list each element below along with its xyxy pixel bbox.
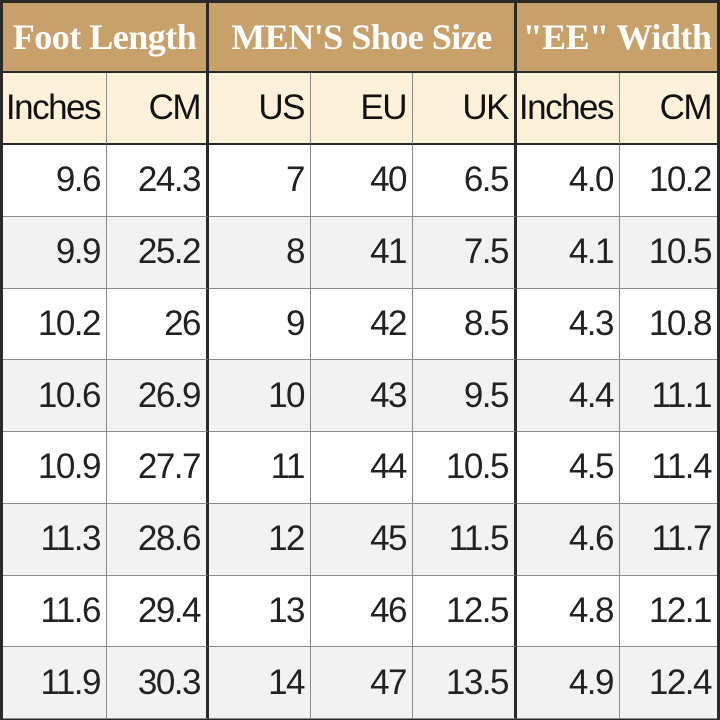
table-cell: 11.4: [620, 432, 717, 504]
table-cell: 26.9: [107, 360, 209, 432]
table-cell: 28.6: [107, 503, 209, 576]
table-cell: 13.5: [413, 647, 517, 719]
table-cell: 11.9: [3, 647, 107, 719]
table-cell: 4.8: [517, 575, 620, 648]
table-cell: 4.9: [517, 647, 620, 719]
table-cell: 4.5: [517, 432, 620, 504]
table-cell: 11.3: [3, 503, 107, 576]
table-cell: 9.6: [3, 145, 107, 217]
table-cell: 10.2: [3, 288, 107, 361]
column-header: Inches: [3, 73, 107, 145]
column-header: Inches: [517, 73, 620, 145]
table-cell: 10.5: [620, 216, 717, 289]
table-cell: 11: [209, 432, 311, 504]
table-cell: 40: [311, 145, 413, 217]
table-cell: 4.4: [517, 360, 620, 432]
column-header: US: [209, 73, 311, 145]
table-cell: 12.1: [620, 576, 717, 648]
table-cell: 11.5: [413, 503, 517, 576]
table-cell: 7.5: [413, 216, 517, 289]
group-header: Foot Length: [3, 3, 209, 73]
table-cell: 24.3: [107, 145, 209, 217]
table-cell: 46: [311, 575, 413, 648]
table-cell: 11.1: [620, 360, 717, 432]
table-cell: 8.5: [413, 288, 517, 361]
table-cell: 29.4: [107, 575, 209, 648]
table-cell: 4.6: [517, 503, 620, 576]
group-header: MEN'S Shoe Size: [209, 3, 517, 73]
table-cell: 25.2: [107, 216, 209, 289]
table-cell: 43: [311, 360, 413, 432]
group-header: "EE" Width: [517, 3, 717, 73]
column-header: CM: [107, 73, 209, 145]
table-cell: 10.8: [620, 289, 717, 361]
table-cell: 47: [311, 647, 413, 719]
table-cell: 13: [209, 575, 311, 648]
table-cell: 10.9: [3, 432, 107, 504]
table-cell: 12: [209, 503, 311, 576]
table-cell: 4.0: [517, 145, 620, 217]
table-cell: 45: [311, 503, 413, 576]
column-header: CM: [620, 73, 717, 145]
table-cell: 30.3: [107, 647, 209, 719]
table-cell: 26: [107, 288, 209, 361]
table-cell: 12.4: [620, 647, 717, 719]
table-cell: 27.7: [107, 432, 209, 504]
table-cell: 8: [209, 216, 311, 289]
table-cell: 7: [209, 145, 311, 217]
table-cell: 11.7: [620, 503, 717, 576]
table-cell: 44: [311, 432, 413, 504]
table-cell: 4.1: [517, 216, 620, 289]
table-cell: 4.3: [517, 288, 620, 361]
table-cell: 9.5: [413, 360, 517, 432]
table-cell: 9: [209, 288, 311, 361]
table-cell: 10.6: [3, 360, 107, 432]
column-header: EU: [311, 73, 413, 145]
table-cell: 6.5: [413, 145, 517, 217]
table-cell: 9.9: [3, 216, 107, 289]
table-cell: 42: [311, 288, 413, 361]
table-cell: 12.5: [413, 575, 517, 648]
column-header: UK: [413, 73, 517, 145]
table-cell: 14: [209, 647, 311, 719]
table-cell: 41: [311, 216, 413, 289]
table-cell: 10.2: [620, 145, 717, 217]
table-cell: 10.5: [413, 432, 517, 504]
table-cell: 10: [209, 360, 311, 432]
table-cell: 11.6: [3, 575, 107, 648]
